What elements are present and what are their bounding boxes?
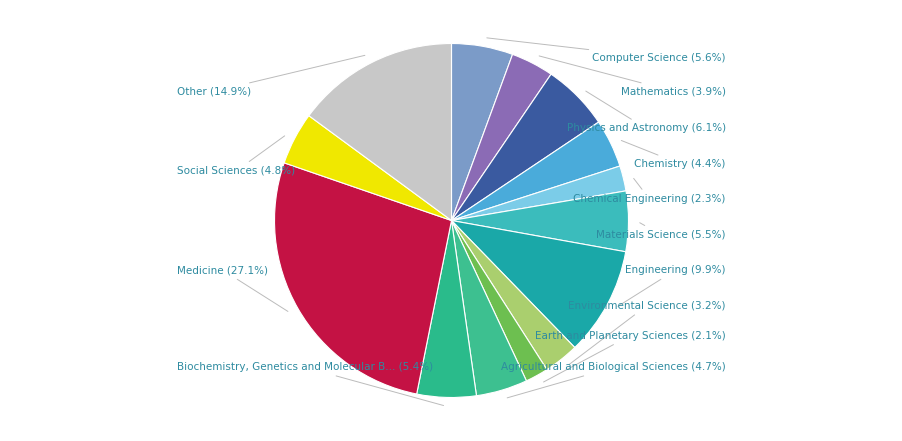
- Wedge shape: [416, 220, 476, 397]
- Wedge shape: [451, 220, 526, 396]
- Wedge shape: [451, 74, 598, 220]
- Text: Biochemistry, Genetics and Molecular B... (5.4%): Biochemistry, Genetics and Molecular B..…: [177, 363, 443, 406]
- Text: Agricultural and Biological Sciences (4.7%): Agricultural and Biological Sciences (4.…: [501, 363, 725, 398]
- Wedge shape: [308, 44, 451, 220]
- Text: Other (14.9%): Other (14.9%): [177, 55, 364, 96]
- Wedge shape: [451, 166, 625, 220]
- Text: Medicine (27.1%): Medicine (27.1%): [177, 265, 288, 311]
- Text: Mathematics (3.9%): Mathematics (3.9%): [538, 56, 725, 96]
- Wedge shape: [451, 220, 547, 381]
- Wedge shape: [451, 191, 628, 252]
- Text: Social Sciences (4.8%): Social Sciences (4.8%): [177, 136, 295, 176]
- Wedge shape: [451, 220, 575, 370]
- Text: Earth and Planetary Sciences (2.1%): Earth and Planetary Sciences (2.1%): [535, 331, 725, 382]
- Wedge shape: [274, 163, 451, 394]
- Text: Physics and Astronomy (6.1%): Physics and Astronomy (6.1%): [566, 91, 725, 134]
- Wedge shape: [451, 220, 625, 348]
- Text: Chemistry (4.4%): Chemistry (4.4%): [621, 141, 725, 169]
- Wedge shape: [451, 44, 512, 220]
- Text: Chemical Engineering (2.3%): Chemical Engineering (2.3%): [573, 179, 725, 204]
- Wedge shape: [451, 54, 550, 220]
- Text: Materials Science (5.5%): Materials Science (5.5%): [595, 223, 725, 239]
- Wedge shape: [284, 116, 451, 220]
- Text: Computer Science (5.6%): Computer Science (5.6%): [486, 38, 725, 63]
- Text: Engineering (9.9%): Engineering (9.9%): [617, 265, 725, 306]
- Text: Environmental Science (3.2%): Environmental Science (3.2%): [567, 300, 725, 365]
- Wedge shape: [451, 122, 619, 220]
